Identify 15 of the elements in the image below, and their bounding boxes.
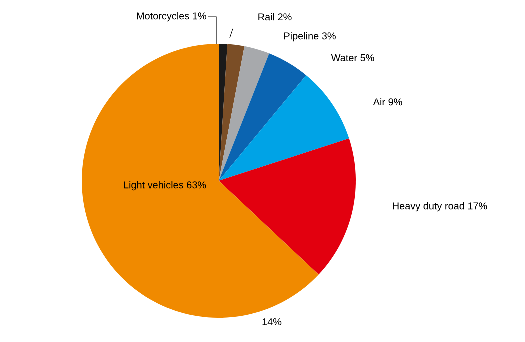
data-label: 1% [193,12,206,20]
data-label: 3% [322,32,336,40]
slice-label: Heavy duty road [393,202,464,212]
slice-label: Water [331,54,358,62]
data-label: 2% [278,14,292,21]
data-label: 5% [360,54,374,62]
slice-label: Pipeline [284,32,319,42]
data-label: 9% [388,98,402,106]
data-label: 63% [187,182,206,189]
slice-label: Rail [258,13,274,21]
slice-label: Motorcycles [137,12,190,22]
slice-label: Air [373,98,386,106]
slice-label: Light vehicles [124,181,184,191]
text: 14% [262,318,282,326]
data-label: 17% [468,202,488,210]
